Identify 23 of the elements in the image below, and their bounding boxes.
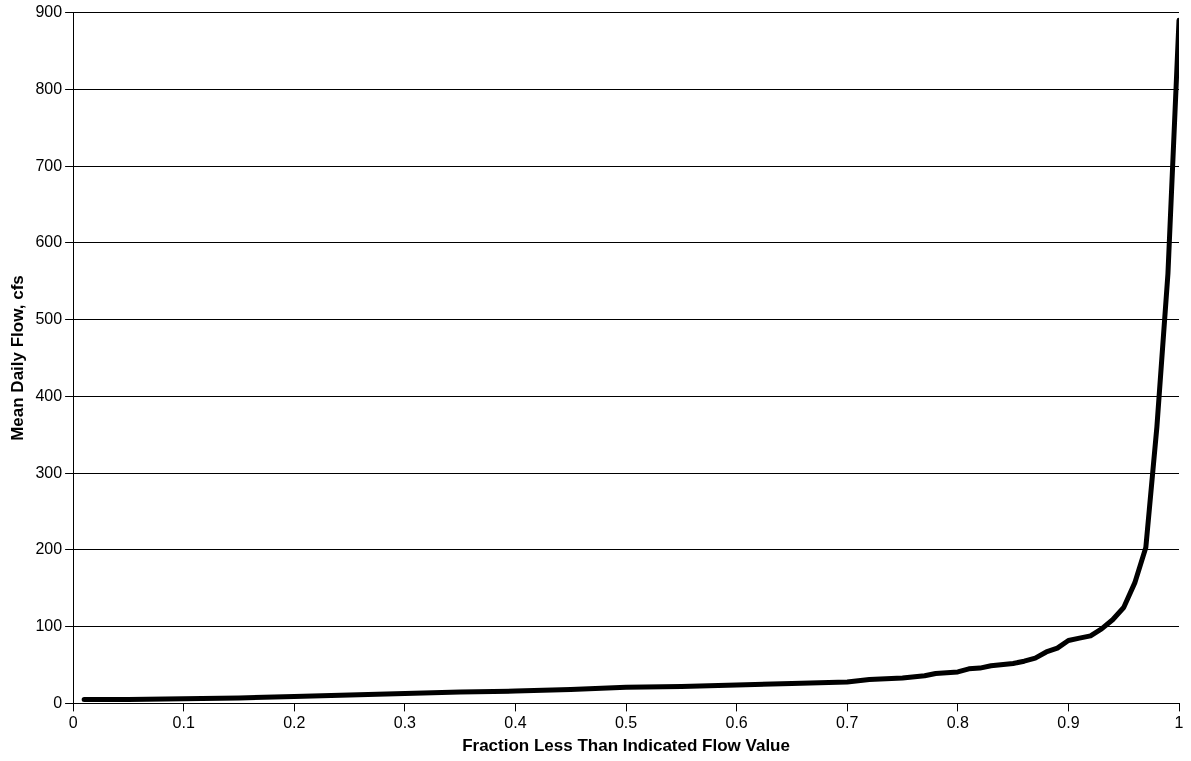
x-tick-label: 0.9 [1057, 714, 1080, 732]
x-tick-label: 0.6 [725, 714, 748, 732]
y-tick-label: 700 [35, 156, 63, 174]
y-tick-label: 900 [35, 3, 63, 21]
y-tick-label: 100 [35, 617, 63, 635]
x-tick-label: 0.1 [172, 714, 195, 732]
x-tick-label: 0.4 [504, 714, 527, 732]
y-tick-label: 400 [35, 386, 63, 404]
x-tick-label: 0 [68, 714, 78, 732]
y-axis-title: Mean Daily Flow, cfs [7, 275, 27, 441]
x-tick-label: 0.3 [393, 714, 417, 732]
x-axis-title: Fraction Less Than Indicated Flow Value [462, 736, 790, 756]
x-tick-label: 0.7 [836, 714, 859, 732]
x-tick-label: 0.5 [614, 714, 638, 732]
x-tick-label: 0.2 [283, 714, 306, 732]
y-tick-label: 200 [35, 540, 63, 558]
y-tick-label: 0 [53, 693, 63, 711]
y-tick-label: 500 [35, 310, 63, 328]
y-tick-label: 600 [35, 233, 63, 251]
y-tick-label: 300 [35, 463, 63, 481]
y-tick-label: 800 [35, 79, 63, 97]
x-tick-label: 1 [1174, 714, 1184, 732]
x-tick-label: 0.8 [946, 714, 970, 732]
